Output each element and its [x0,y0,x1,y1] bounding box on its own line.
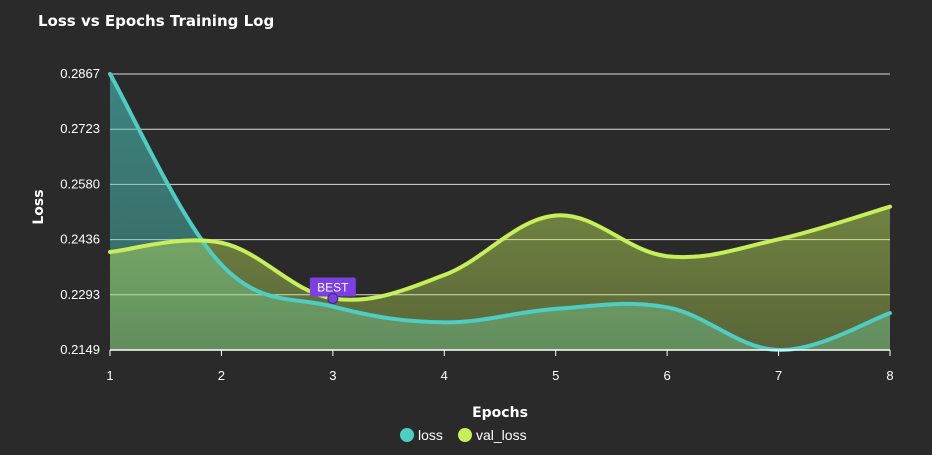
series-line-loss [108,72,892,353]
x-tick-label: 1 [106,368,113,383]
y-tick-label: 0.2149 [60,342,100,357]
best-badge-label: BEST [317,280,349,294]
x-tick-label: 2 [218,368,225,383]
series-area-val-loss [110,206,890,350]
x-axis-title: Epochs [472,405,528,421]
y-tick-label: 0.2723 [60,121,100,136]
y-tick-label: 0.2436 [60,232,100,247]
best-badge [309,277,356,297]
legend-swatch-loss[interactable] [400,428,414,442]
chart-title: Loss vs Epochs Training Log [38,12,275,30]
legend-label-val-loss[interactable]: val_loss [476,427,527,443]
x-tick-label: 3 [329,368,336,383]
series-line-val-loss [108,204,892,302]
legend-label-loss[interactable]: loss [418,427,443,443]
x-tick-label: 8 [886,368,893,383]
y-tick-label: 0.2867 [60,66,100,81]
y-tick-label: 0.2580 [60,176,100,191]
x-tick-label: 7 [775,368,782,383]
x-tick-label: 4 [441,368,448,383]
y-axis-title: Loss [31,189,47,224]
legend-swatch-val-loss[interactable] [458,428,472,442]
x-tick-label: 6 [664,368,671,383]
best-point [327,292,339,304]
y-tick-label: 0.2293 [60,287,100,302]
x-tick-label: 5 [552,368,559,383]
